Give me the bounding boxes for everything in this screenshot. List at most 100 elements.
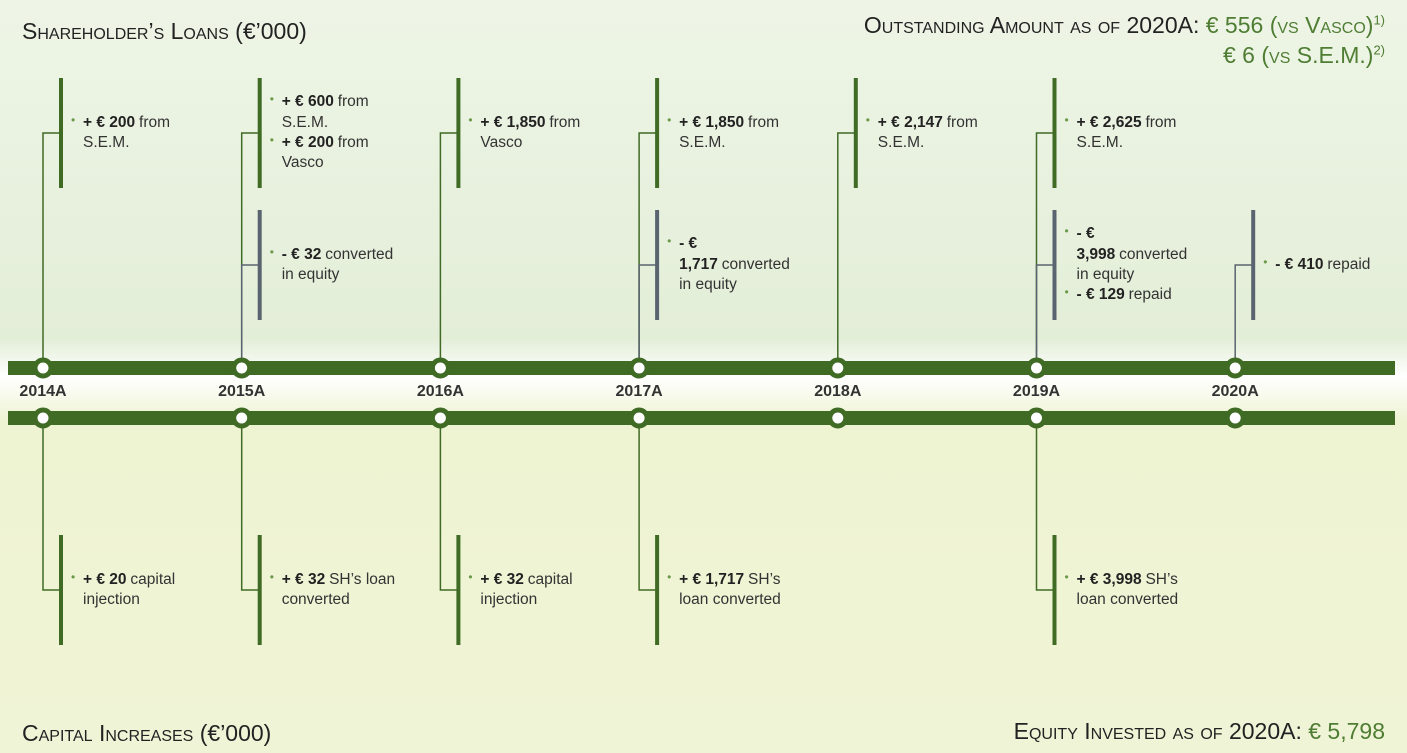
amount: + € 2,147 xyxy=(878,114,943,131)
additions-box: + € 200from S.E.M. xyxy=(71,78,203,188)
year-label: 2014A xyxy=(19,383,66,401)
year-node xyxy=(830,360,846,376)
year-node xyxy=(1227,410,1243,426)
box-bar xyxy=(1053,210,1057,320)
amount: - € 129 xyxy=(1077,286,1125,303)
capital-axis xyxy=(8,411,1395,425)
year-node xyxy=(35,360,51,376)
amount: + € 1,717 xyxy=(679,571,744,588)
box-bar xyxy=(1053,78,1057,188)
box-bar xyxy=(59,535,63,645)
amount: + € 200 xyxy=(282,134,334,151)
connector xyxy=(440,418,458,590)
box-bar xyxy=(854,78,858,188)
year-node xyxy=(432,410,448,426)
note: 2) xyxy=(1373,42,1385,57)
year-node xyxy=(631,360,647,376)
connector xyxy=(43,418,61,590)
connector xyxy=(1037,418,1055,590)
amount: + € 32 xyxy=(480,571,524,588)
loans-title: Shareholder’s Loans (€’000) xyxy=(22,18,307,45)
year-node xyxy=(1029,410,1045,426)
outstanding-line-2: € 6 (vs S.E.M.)2) xyxy=(1223,42,1385,69)
connector xyxy=(639,133,657,368)
box-bar xyxy=(655,78,659,188)
connector xyxy=(242,133,260,368)
box-bar xyxy=(258,78,262,188)
connector xyxy=(1235,265,1253,368)
year-label: 2015A xyxy=(218,383,265,401)
amount: + € 32 xyxy=(282,571,326,588)
amount: + € 20 xyxy=(83,571,127,588)
description: repaid xyxy=(1327,256,1370,273)
connector xyxy=(1037,133,1055,368)
amount: + € 1,850 xyxy=(480,114,545,131)
box-bar xyxy=(456,535,460,645)
amount: - € 1,717 xyxy=(679,235,718,272)
connector xyxy=(1037,265,1055,368)
box-bar xyxy=(1053,535,1057,645)
year-node xyxy=(1029,360,1045,376)
capital-box: + € 1,717SH’s loan converted xyxy=(667,535,799,645)
year-node xyxy=(1227,360,1243,376)
amount: + € 1,850 xyxy=(679,114,744,131)
year-label: 2020A xyxy=(1212,383,1259,401)
amount: + € 200 xyxy=(83,114,135,131)
equity-label: Equity Invested as of 2020A: xyxy=(1014,718,1302,744)
connector xyxy=(242,418,260,590)
amount: - € 410 xyxy=(1275,256,1323,273)
bullet: + € 2,147from S.E.M. xyxy=(866,113,998,154)
equity-value: € 5,798 xyxy=(1308,718,1385,744)
amount: + € 3,998 xyxy=(1077,571,1142,588)
connector xyxy=(639,418,657,590)
year-node xyxy=(631,410,647,426)
connector xyxy=(838,133,856,368)
amount: + € 2,625 xyxy=(1077,114,1142,131)
year-label: 2017A xyxy=(616,383,663,401)
box-bar xyxy=(655,210,659,320)
outstanding-label: Outstanding Amount as of 2020A: xyxy=(864,12,1199,38)
year-label: 2019A xyxy=(1013,383,1060,401)
note: 1) xyxy=(1373,12,1385,27)
capital-title: Capital Increases (€’000) xyxy=(22,720,271,747)
additions-box: + € 600from S.E.M.+ € 200from Vasco xyxy=(270,78,402,188)
connector xyxy=(440,133,458,368)
year-node xyxy=(432,360,448,376)
amount: - € 3,998 xyxy=(1077,225,1116,262)
outstanding-vasco: € 556 (vs Vasco) xyxy=(1206,12,1374,38)
amount: - € 32 xyxy=(282,246,322,263)
outstanding-sem: € 6 (vs S.E.M.) xyxy=(1223,42,1373,68)
year-node xyxy=(35,410,51,426)
box-bar xyxy=(258,210,262,320)
box-bar xyxy=(456,78,460,188)
connector xyxy=(639,265,657,368)
connector xyxy=(43,133,61,368)
connector xyxy=(242,265,260,368)
box-bar xyxy=(258,535,262,645)
box-bar xyxy=(655,535,659,645)
box-bar xyxy=(1251,210,1255,320)
bullet: + € 32SH’s loan converted xyxy=(270,570,402,611)
amount: + € 600 xyxy=(282,93,334,110)
year-node xyxy=(234,360,250,376)
